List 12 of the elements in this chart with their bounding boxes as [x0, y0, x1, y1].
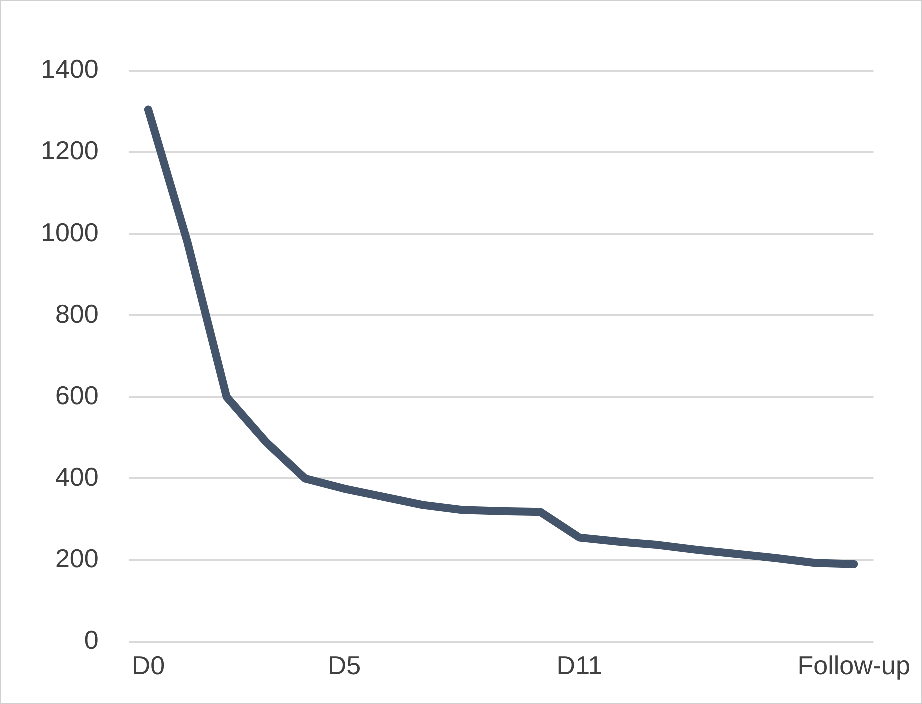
- y-tick-label: 0: [84, 624, 99, 655]
- x-tick-label: D0: [132, 650, 166, 681]
- y-tick-label: 1200: [40, 136, 99, 166]
- y-tick-label: 1000: [40, 217, 99, 248]
- y-tick-label: 600: [55, 380, 99, 410]
- y-tick-label: 800: [55, 298, 99, 329]
- x-tick-label: Follow-up: [798, 650, 910, 681]
- y-tick-label: 200: [55, 543, 99, 574]
- y-tick-label: 1400: [40, 54, 99, 84]
- x-tick-label: D11: [556, 650, 603, 681]
- y-tick-label: 400: [55, 462, 99, 492]
- x-tick-label: D5: [328, 650, 362, 681]
